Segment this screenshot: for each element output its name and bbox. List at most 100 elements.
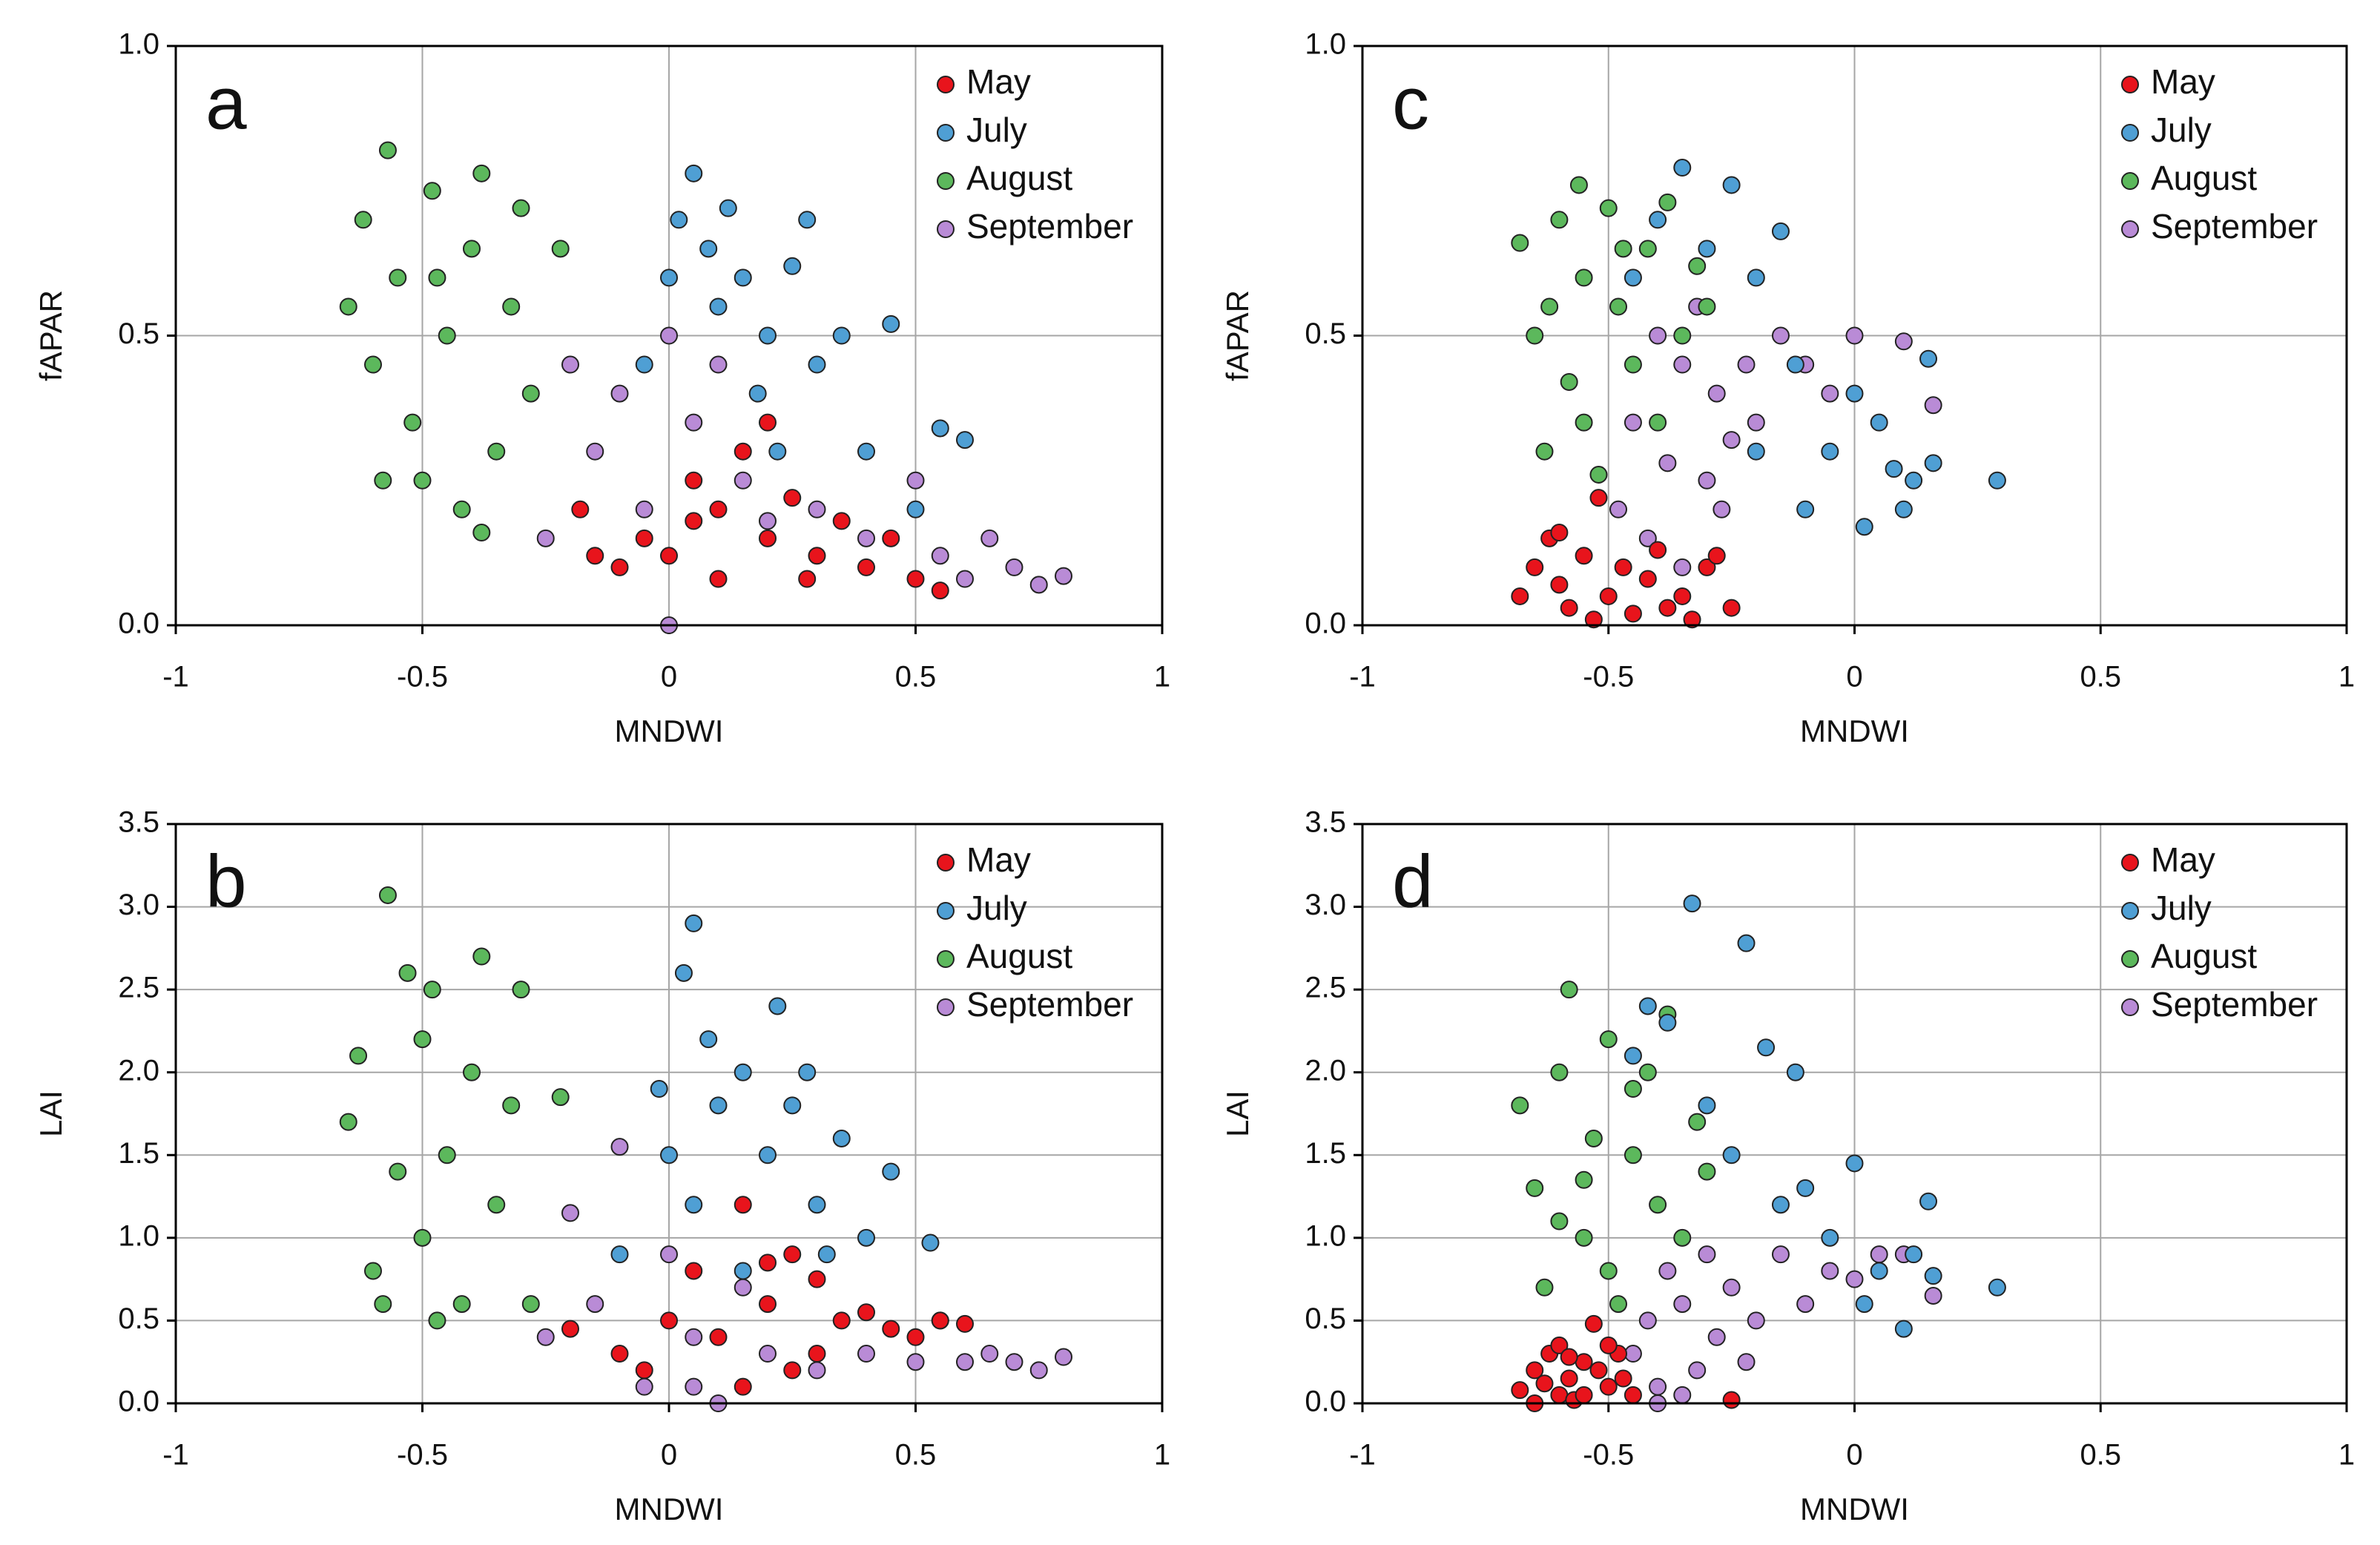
point <box>1707 547 1726 565</box>
point <box>748 384 767 403</box>
point <box>808 1196 826 1214</box>
point <box>674 963 693 982</box>
legend-marker <box>937 854 955 872</box>
point <box>1609 1295 1628 1314</box>
point <box>1638 570 1657 588</box>
point <box>906 1328 925 1346</box>
point <box>551 240 570 258</box>
point <box>398 963 417 982</box>
point <box>1526 326 1544 345</box>
point <box>1988 1278 2006 1297</box>
point <box>1673 326 1692 345</box>
point <box>339 297 357 316</box>
legend-label: May <box>966 62 1031 101</box>
point <box>1722 1146 1741 1164</box>
point <box>1919 349 1938 368</box>
y-tick-label: 2.5 <box>118 972 159 1004</box>
point <box>1526 1361 1544 1380</box>
point <box>1649 211 1667 229</box>
point <box>1747 1311 1765 1330</box>
point <box>1614 558 1632 576</box>
point <box>882 314 900 333</box>
point <box>685 914 703 932</box>
plot-frame <box>1361 823 2348 1405</box>
point <box>759 413 777 432</box>
point <box>610 384 629 403</box>
legend-label: August <box>966 159 1072 197</box>
point <box>956 570 974 588</box>
point <box>428 269 446 287</box>
point <box>808 1345 826 1363</box>
point <box>1771 1245 1790 1264</box>
point <box>1855 1295 1873 1314</box>
point <box>1614 240 1632 258</box>
point <box>768 997 787 1015</box>
point <box>1698 471 1716 490</box>
point <box>921 1233 940 1252</box>
point <box>1511 234 1529 252</box>
point <box>1796 500 1815 518</box>
legend-label: May <box>2151 62 2215 101</box>
point <box>502 297 521 316</box>
point <box>1599 1377 1618 1396</box>
point <box>857 558 875 576</box>
point <box>1707 1328 1726 1346</box>
point <box>1747 269 1765 287</box>
y-tick-label: 3.0 <box>1305 889 1346 921</box>
point <box>1688 257 1707 275</box>
point <box>1698 558 1716 576</box>
x-tick-label: -1 <box>162 1439 189 1472</box>
x-tick-label: 0.5 <box>2080 661 2121 694</box>
point <box>1649 413 1667 432</box>
point <box>1055 1348 1072 1366</box>
point <box>980 529 999 547</box>
point <box>1649 541 1667 559</box>
point <box>1624 605 1642 623</box>
point <box>699 240 718 258</box>
point <box>1673 1228 1692 1247</box>
panel: -1 -0.5 0 0.5 1 0.0 0.5 1.0 a MNDWI fAPAR May July Au… <box>33 28 1170 749</box>
legend-label: July <box>2151 889 2212 927</box>
point <box>857 1345 875 1363</box>
point <box>1624 1345 1642 1363</box>
point <box>1771 1196 1790 1214</box>
point <box>1924 1286 1942 1305</box>
point <box>660 1311 678 1330</box>
y-axis-label: fAPAR <box>33 290 68 381</box>
point <box>413 1030 432 1049</box>
x-tick-label: 0.5 <box>895 661 937 694</box>
point <box>1771 326 1790 345</box>
point <box>354 211 372 229</box>
point <box>1707 384 1726 403</box>
point <box>709 500 728 518</box>
point <box>734 471 752 490</box>
point <box>1722 1278 1741 1297</box>
y-tick-label: 1.5 <box>118 1137 159 1170</box>
point <box>670 211 688 229</box>
y-tick-label: 1.0 <box>118 1219 159 1252</box>
point <box>1673 1295 1692 1314</box>
point <box>1924 1267 1942 1285</box>
point <box>783 1245 802 1264</box>
point <box>364 1262 382 1280</box>
point <box>734 1377 752 1396</box>
x-tick-label: 1 <box>2338 1439 2355 1472</box>
legend-marker <box>937 76 955 93</box>
point <box>586 442 604 461</box>
point <box>1575 1353 1593 1371</box>
point <box>1638 529 1657 547</box>
legend-label: May <box>2151 840 2215 879</box>
point <box>817 1245 836 1264</box>
point <box>1005 1353 1023 1371</box>
point <box>734 1278 752 1297</box>
point <box>1747 442 1765 461</box>
point <box>1658 193 1677 211</box>
point <box>428 1311 446 1330</box>
point <box>1624 1386 1642 1404</box>
point <box>1737 355 1756 374</box>
point <box>1511 1096 1529 1115</box>
point <box>487 442 506 461</box>
point <box>472 947 491 966</box>
point <box>1771 222 1790 240</box>
legend-marker <box>937 220 955 238</box>
